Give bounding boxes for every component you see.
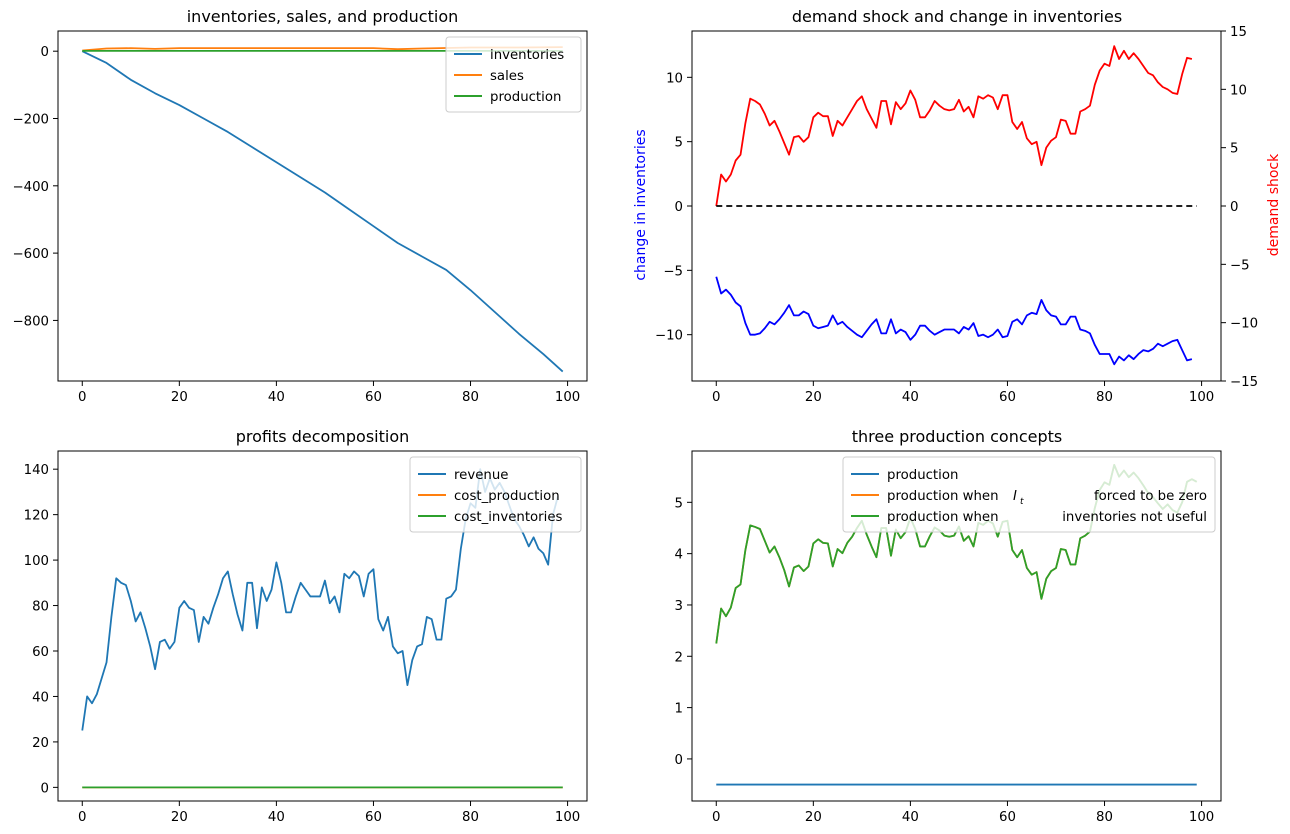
panel-4-x-tick-label: 100	[1189, 810, 1214, 825]
panel-1-x-tick-label: 0	[78, 390, 86, 405]
panel-2-right-y-tick-label: 0	[1230, 200, 1238, 215]
panel-4-legend-label: production when	[887, 489, 999, 504]
panel-1-x-tick-label: 80	[462, 390, 479, 405]
panel-3-y-tick-label: 20	[32, 736, 49, 751]
panel-2-right-y-tick-label: −5	[1230, 258, 1250, 273]
panel-1-legend-label: inventories	[490, 48, 564, 63]
panel-3-legend-label: cost_inventories	[454, 510, 563, 525]
panel-2-y-tick-label: 10	[666, 71, 683, 86]
panel-2-series-change-in-inventories-line-0	[715, 276, 1193, 366]
panel-4-y-tick-label: 1	[675, 702, 683, 717]
panel-1-x-tick-label: 40	[268, 390, 285, 405]
panel-4-x-tick-label: 0	[712, 810, 720, 825]
panel-1-x-tick-label: 60	[365, 390, 382, 405]
panel-3-axes-frame	[57, 450, 588, 802]
panel-4-x-tick-label: 80	[1096, 810, 1113, 825]
panel-3-y-tick-label: 120	[24, 509, 49, 524]
panel-4-y-tick-label: 4	[675, 548, 683, 563]
panel-2-right-y-tick-label: 10	[1230, 83, 1247, 98]
panel-3-legend-box	[409, 456, 582, 533]
panel-demand-shock-change-in-inventories: demand shock and change in inventories 0…	[633, 7, 1282, 405]
panel-1-series-inventories-line-0	[81, 50, 564, 373]
panel-4-legend-label: production	[887, 468, 958, 483]
panel-1-x-tick-label: 20	[171, 390, 188, 405]
panel-3-y-tick-label: 40	[32, 690, 49, 705]
panel-3-x-tick-label: 100	[555, 810, 580, 825]
panel-3-x-tick-label: 40	[268, 810, 285, 825]
panel-2-y-tick-label: −10	[655, 329, 683, 344]
panel-4-legend-box	[842, 456, 1216, 533]
panel-1-legend-label: sales	[490, 69, 524, 84]
panel-4-x-tick-label: 20	[805, 810, 822, 825]
panel-3-x-tick-label: 80	[462, 810, 479, 825]
panel-3-x-tick-label: 20	[171, 810, 188, 825]
panel-1-y-tick-label: −200	[12, 113, 49, 128]
panel-4-legend-suffix: forced to be zero	[1094, 489, 1207, 504]
panel-4-axes-frame	[691, 450, 1222, 802]
panel-3-y-tick-label: 60	[32, 645, 49, 660]
panel-4-legend-symbol-subscript: t	[1020, 497, 1024, 507]
panel-1-y-tick-label: 0	[41, 45, 49, 60]
panel-2-right-axis-label: demand shock	[1266, 153, 1282, 256]
panel-1-y-tick-label: −800	[12, 314, 49, 329]
panel-2-series-demand-shock-line-1	[715, 45, 1193, 207]
panel-2-y-tick-label: −5	[663, 264, 683, 279]
panel-2-x-tick-label: 100	[1189, 390, 1214, 405]
panel-1-y-tick-label: −400	[12, 180, 49, 195]
panel-2-x-tick-label: 40	[902, 390, 919, 405]
panel-3-x-tick-label: 60	[365, 810, 382, 825]
panel-2-x-tick-label: 60	[999, 390, 1016, 405]
panel-3-legend-label: cost_production	[454, 489, 560, 504]
panel-3-y-tick-label: 80	[32, 600, 49, 615]
panel-4-title: three production concepts	[852, 427, 1063, 446]
panel-2-title: demand shock and change in inventories	[792, 7, 1122, 26]
panel-1-legend-label: production	[490, 90, 561, 105]
panel-2-right-y-tick-label: 5	[1230, 142, 1238, 157]
panel-3-title: profits decomposition	[236, 427, 410, 446]
panel-2-right-y-tick-label: −10	[1230, 317, 1258, 332]
panel-three-production-concepts: three production concepts 0 20 40 60 80 100 0 1…	[675, 427, 1222, 825]
panel-1-title: inventories, sales, and production	[187, 7, 459, 26]
panel-4-x-tick-label: 40	[902, 810, 919, 825]
panel-2-right-y-tick-label: 15	[1230, 25, 1247, 40]
panel-1-legend-box	[445, 36, 582, 113]
panel-profits-decomposition: profits decomposition 0 20 40 60 80 100 0 20 40 6…	[24, 427, 588, 825]
panel-3-legend-label: revenue	[454, 468, 508, 483]
panel-4-legend-symbol: I	[1013, 489, 1017, 504]
panel-4-legend-label: production when	[887, 510, 999, 525]
panel-2-x-tick-label: 80	[1096, 390, 1113, 405]
panel-2-left-axis-label: change in inventories	[633, 129, 649, 280]
panel-3-legend: revenue cost_production cost_inventories	[409, 456, 582, 533]
panel-4-legend-suffix: inventories not useful	[1062, 510, 1207, 525]
panel-1-legend: inventories sales production	[445, 36, 582, 113]
panel-4-x-tick-label: 60	[999, 810, 1016, 825]
panel-3-y-tick-label: 0	[41, 781, 49, 796]
panel-2-y-tick-label: 0	[675, 200, 683, 215]
panel-2-right-y-tick-label: −15	[1230, 375, 1258, 390]
panel-3-y-tick-label: 140	[24, 463, 49, 478]
panel-4-y-tick-label: 3	[675, 599, 683, 614]
panel-4-y-tick-label: 2	[675, 650, 683, 665]
panel-2-x-tick-label: 20	[805, 390, 822, 405]
panel-1-x-tick-label: 100	[555, 390, 580, 405]
panel-2-x-tick-label: 0	[712, 390, 720, 405]
panel-4-y-tick-label: 0	[675, 753, 683, 768]
panel-3-y-tick-label: 100	[24, 554, 49, 569]
panel-1-axes-frame	[57, 30, 588, 382]
panel-4-y-tick-label: 5	[675, 496, 683, 511]
panel-inventories-sales-production: inventories, sales, and production 0 20 40…	[12, 7, 588, 405]
panel-2-y-tick-label: 5	[675, 136, 683, 151]
panel-3-x-tick-label: 0	[78, 810, 86, 825]
panel-1-y-tick-label: −600	[12, 247, 49, 262]
